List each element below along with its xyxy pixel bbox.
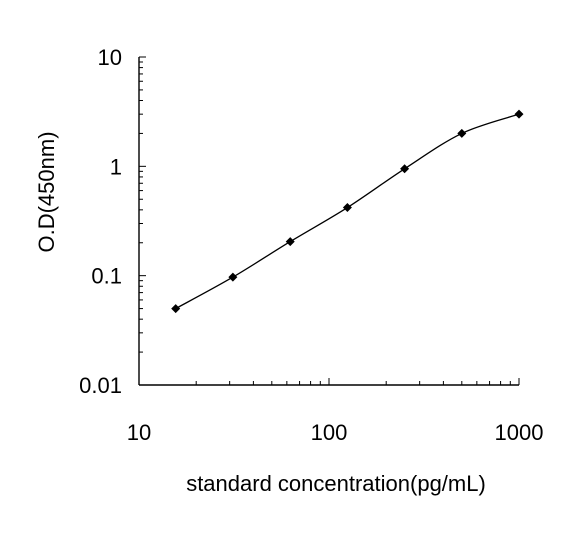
data-point-marker	[171, 304, 181, 314]
data-point-marker	[285, 237, 295, 247]
x-tick-label: 100	[311, 420, 348, 445]
data-point-marker	[228, 272, 238, 282]
y-tick-label: 0.1	[91, 264, 122, 289]
data-point-marker	[342, 203, 352, 213]
y-tick-label: 1	[110, 154, 122, 179]
data-point-marker	[457, 128, 467, 138]
y-tick-label: 0.01	[79, 373, 122, 398]
x-tick-label: 1000	[495, 420, 544, 445]
x-axis-title: standard concentration(pg/mL)	[186, 471, 486, 496]
tick-labels: 0.01 0.1 1 10 10 100 1000	[79, 45, 543, 445]
data-point-marker	[514, 109, 524, 119]
tick-marks	[138, 56, 520, 386]
x-tick-label: 10	[127, 420, 151, 445]
data-point-marker	[400, 164, 410, 174]
data-points	[171, 109, 524, 314]
y-tick-label: 10	[98, 45, 122, 70]
axes	[138, 57, 519, 386]
y-axis-title: O.D(450nm)	[34, 131, 59, 252]
